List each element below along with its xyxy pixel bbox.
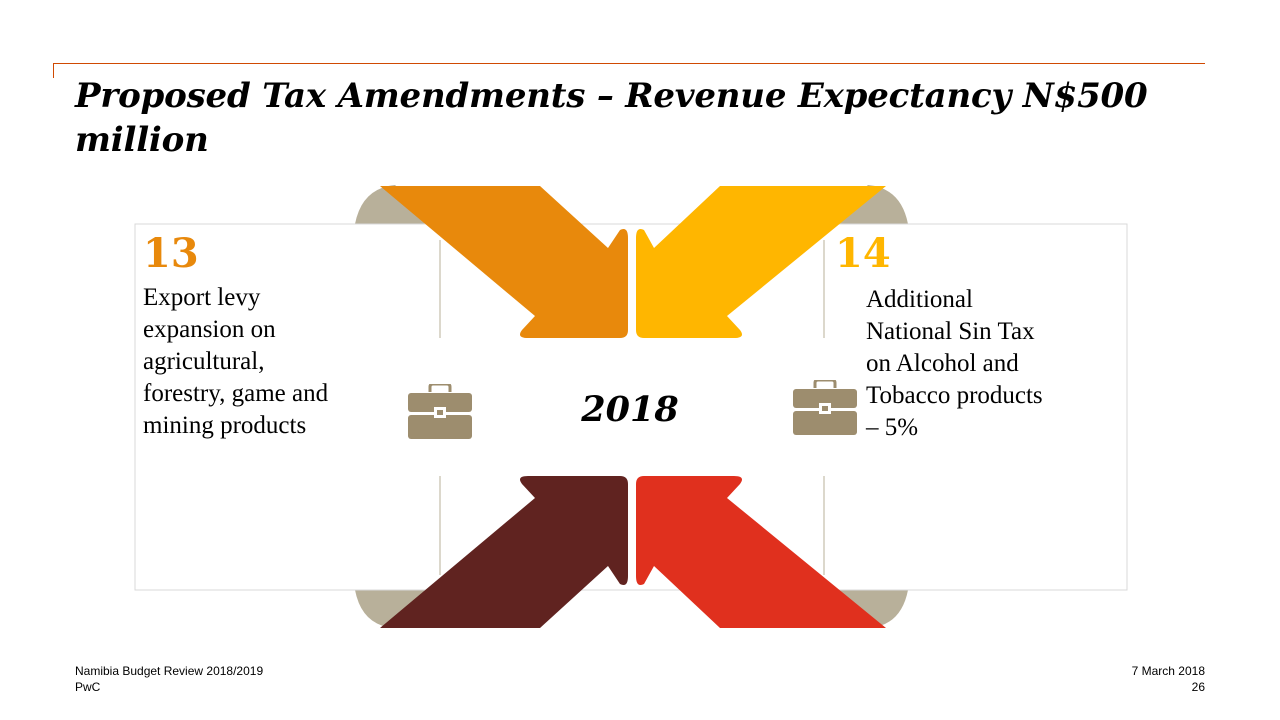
briefcase-icon (408, 384, 472, 439)
title-accent-line (53, 63, 1205, 64)
item-number: 13 (143, 230, 199, 277)
item-description: Export levy expansion on agricultural, f… (143, 284, 329, 439)
top-right-arrow (636, 186, 886, 338)
footer-date: 7 March 2018 (1131, 664, 1205, 678)
footer-company: PwC (75, 680, 101, 694)
title-accent-tick (53, 63, 54, 78)
item-description: Additional National Sin Tax on Alcohol a… (866, 286, 1043, 441)
item-number: 14 (835, 230, 891, 277)
footer-left: Namibia Budget Review 2018/2019 PwC (75, 663, 263, 695)
briefcase-icon (793, 380, 857, 435)
page-number: 26 (1191, 680, 1205, 694)
slide-title: Proposed Tax Amendments – Revenue Expect… (75, 76, 1148, 160)
center-year-label: 2018 (581, 389, 679, 430)
footer-report-name: Namibia Budget Review 2018/2019 (75, 664, 264, 678)
footer-right: 7 March 2018 26 (1132, 663, 1205, 695)
content-frame (134, 223, 1128, 591)
bottom-right-arrow (636, 476, 886, 628)
top-left-arrow (380, 186, 628, 338)
bottom-left-arrow (380, 476, 628, 628)
